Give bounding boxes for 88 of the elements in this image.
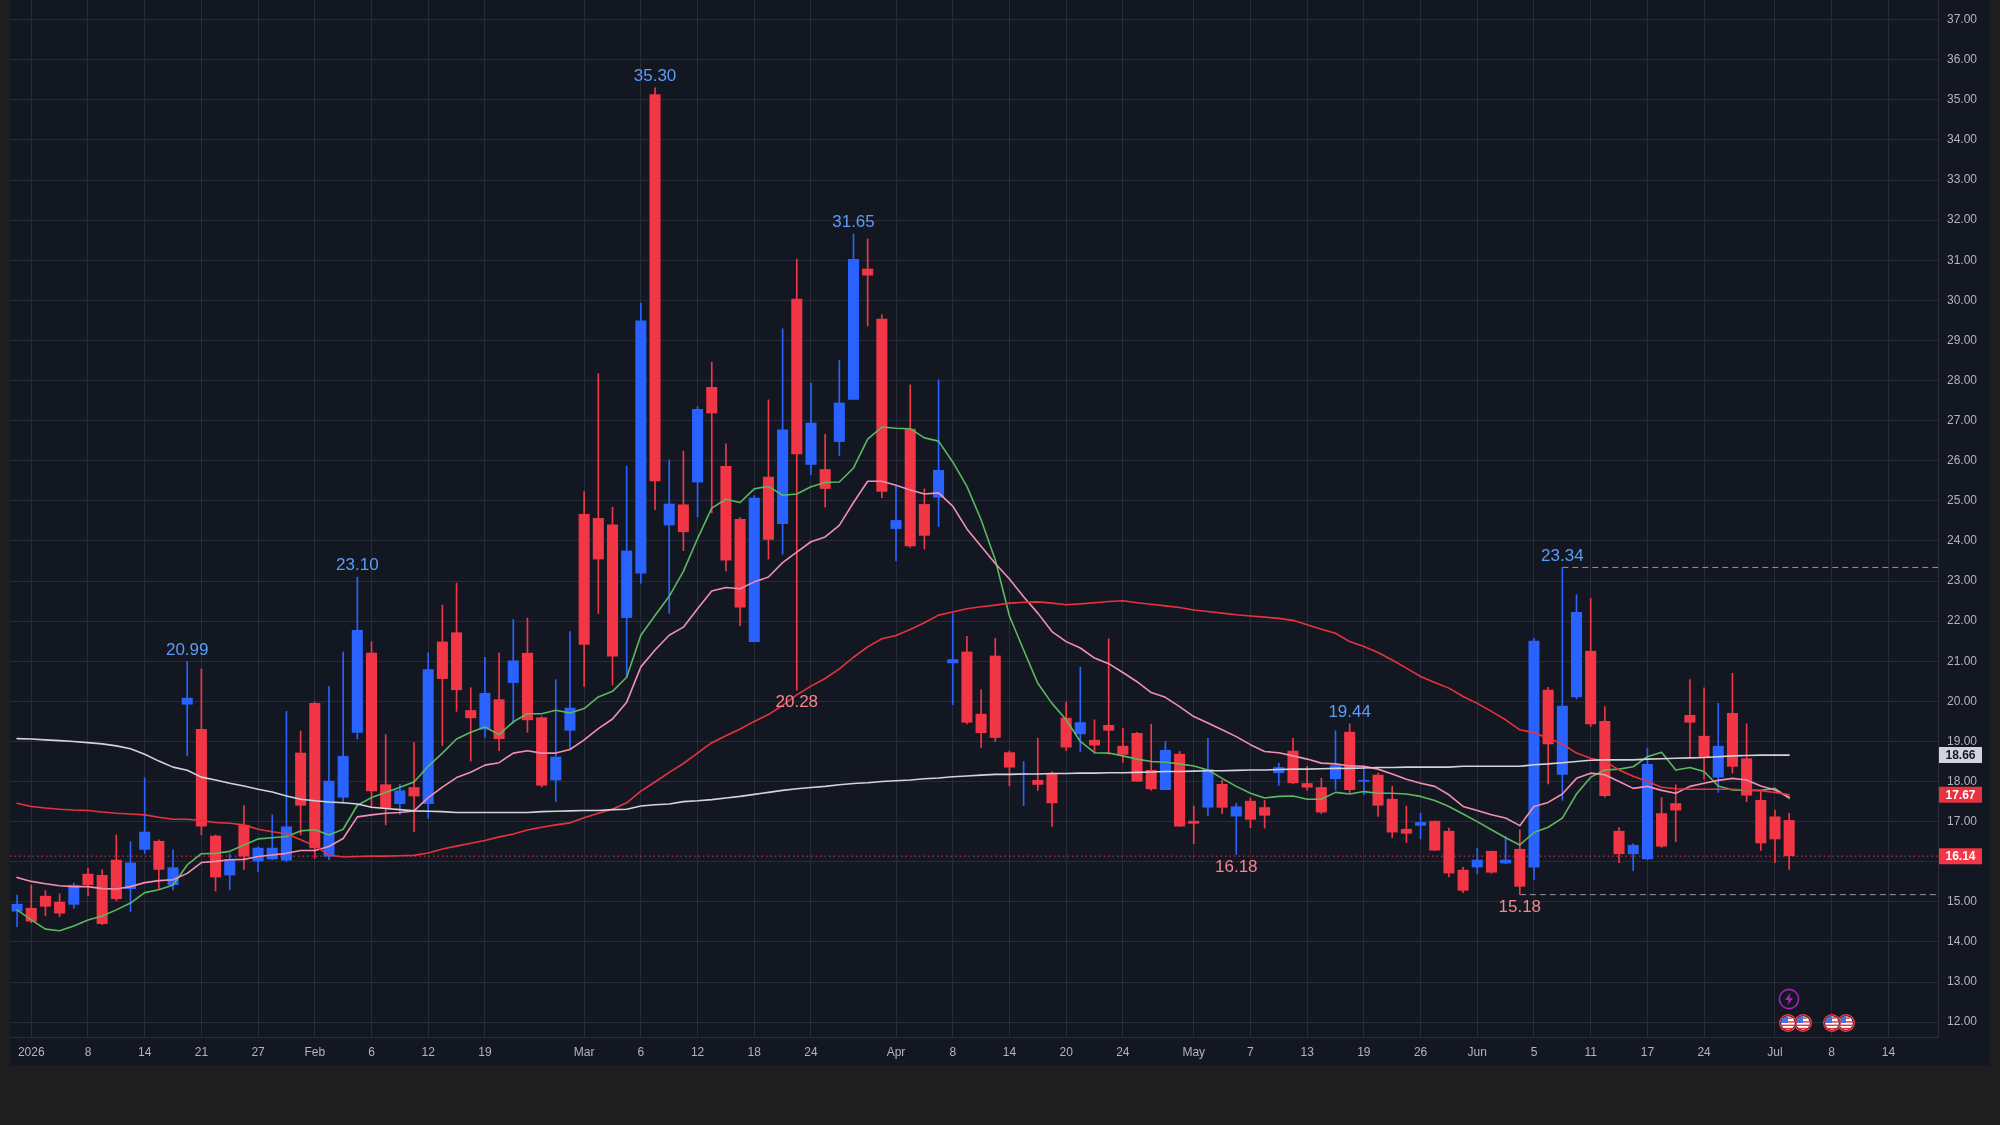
x-tick-label: 18 [747, 1044, 762, 1059]
annotation: 35.30 [633, 66, 677, 86]
x-tick-label: 12 [690, 1044, 705, 1059]
x-tick-label: 8 [1828, 1044, 1836, 1059]
x-tick-label: 6 [637, 1044, 645, 1059]
y-tick-label: 26.00 [1947, 453, 1978, 468]
y-tick-label: 23.00 [1947, 573, 1978, 588]
candlestick [947, 613, 959, 705]
x-tick-label: 21 [194, 1044, 209, 1059]
candlestick [507, 619, 519, 724]
y-tick-label: 22.00 [1947, 613, 1978, 628]
x-tick-label: Apr [886, 1044, 906, 1059]
x-tick-label: 5 [1530, 1044, 1538, 1059]
x-tick-label: 17 [1640, 1044, 1655, 1059]
y-tick-label: 37.00 [1947, 11, 1978, 26]
x-tick-label: 11 [1584, 1044, 1598, 1059]
candlestick [1698, 687, 1710, 780]
annotation: 19.44 [1328, 702, 1371, 721]
ref-line-label: 16.14 [1945, 848, 1976, 863]
x-tick-label: 7 [1247, 1044, 1255, 1059]
y-tick-label: 13.00 [1947, 974, 1978, 989]
candlestick [1074, 666, 1086, 752]
x-tick-label: 19 [1357, 1044, 1371, 1059]
y-tick-label: 20.00 [1947, 693, 1978, 708]
candlestick [550, 679, 562, 802]
x-tick-label: 8 [84, 1044, 92, 1059]
candlestick [706, 361, 718, 514]
y-tick-label: 18.00 [1947, 773, 1978, 788]
annotation: 16.18 [1214, 856, 1258, 876]
x-tick-label: 19 [478, 1044, 492, 1059]
annotation: 20.99 [165, 639, 209, 659]
y-tick-label: 28.00 [1947, 372, 1978, 387]
candlestick [1230, 802, 1242, 855]
candlestick [1670, 784, 1682, 843]
y-tick-label: 30.00 [1947, 292, 1978, 307]
annotation: 18.66 [1945, 747, 1976, 762]
candlestick [592, 373, 604, 614]
x-tick-label: 12 [421, 1044, 436, 1059]
y-tick-label: 27.00 [1947, 412, 1978, 427]
x-tick-label: 26 [1413, 1044, 1428, 1059]
candlestick [1103, 638, 1115, 755]
x-tick-label: 14 [1881, 1044, 1896, 1059]
annotation: 31.65 [832, 212, 875, 232]
y-tick-label: 29.00 [1947, 332, 1978, 347]
x-tick-label: 20 [1059, 1044, 1074, 1059]
candlestick [1032, 737, 1044, 791]
x-tick-label: 24 [1697, 1044, 1712, 1059]
candlestick [408, 742, 420, 833]
annotation: 17.67 [1945, 787, 1976, 802]
x-tick-label: Jun [1467, 1044, 1487, 1059]
y-tick-label: 33.00 [1947, 172, 1978, 187]
y-tick-label: 14.00 [1947, 934, 1978, 949]
x-tick-label: May [1182, 1044, 1206, 1059]
y-tick-label: 31.00 [1947, 252, 1978, 267]
annotation: 23.10 [336, 555, 379, 575]
candlestick [890, 486, 902, 561]
y-tick-label: 12.00 [1947, 1014, 1978, 1029]
candlestick [1684, 679, 1696, 758]
x-tick-label: Mar [573, 1044, 595, 1059]
x-tick-label: Jul [1767, 1044, 1783, 1059]
y-tick-label: 15.00 [1947, 894, 1978, 909]
x-tick-label: 6 [368, 1044, 376, 1059]
annotation: 15.18 [1498, 896, 1542, 916]
y-tick-label: 34.00 [1947, 132, 1978, 147]
annotation: 23.34 [1541, 545, 1584, 565]
y-tick-label: 35.00 [1947, 92, 1978, 107]
candlestick [564, 631, 576, 750]
y-tick-label: 17.00 [1947, 813, 1978, 828]
y-tick-label: 19.00 [1947, 733, 1978, 748]
candlestick [465, 687, 477, 762]
x-tick-label: 24 [1116, 1044, 1130, 1059]
x-tick-label: 14 [1002, 1044, 1017, 1059]
x-tick-label: Feb [304, 1044, 326, 1059]
x-tick-label: 27 [251, 1044, 266, 1059]
candlestick [181, 661, 193, 757]
x-tick-label: 13 [1300, 1044, 1315, 1059]
x-tick-label: 8 [949, 1044, 957, 1059]
y-tick-label: 24.00 [1947, 533, 1978, 548]
y-tick-label: 25.00 [1947, 493, 1978, 508]
candlestick [139, 777, 151, 854]
y-tick-label: 32.00 [1947, 212, 1978, 227]
y-tick-label: 36.00 [1947, 52, 1978, 67]
x-tick-label: 14 [138, 1044, 152, 1059]
candlestick [1188, 805, 1200, 845]
x-tick-label: 24 [804, 1044, 818, 1059]
candlestick [663, 459, 675, 614]
x-tick-label: 2026 [17, 1044, 45, 1059]
y-tick-label: 21.00 [1947, 653, 1978, 668]
